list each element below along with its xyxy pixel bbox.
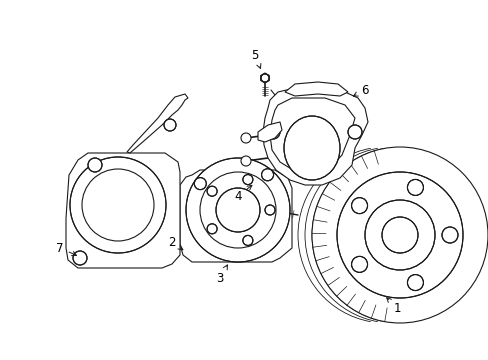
Circle shape xyxy=(241,156,250,166)
Text: 4: 4 xyxy=(234,185,251,202)
Polygon shape xyxy=(127,94,187,153)
Circle shape xyxy=(207,186,217,196)
Circle shape xyxy=(264,205,274,215)
Ellipse shape xyxy=(70,157,165,253)
Ellipse shape xyxy=(284,116,339,180)
Ellipse shape xyxy=(311,147,487,323)
Circle shape xyxy=(351,198,367,213)
Ellipse shape xyxy=(381,217,417,253)
Circle shape xyxy=(207,224,217,234)
Ellipse shape xyxy=(216,188,260,232)
Circle shape xyxy=(241,133,250,143)
Circle shape xyxy=(163,119,176,131)
Circle shape xyxy=(347,125,361,139)
Circle shape xyxy=(243,235,252,246)
Polygon shape xyxy=(285,82,347,96)
Polygon shape xyxy=(269,98,354,174)
Polygon shape xyxy=(263,88,367,185)
Circle shape xyxy=(407,179,423,195)
Text: 3: 3 xyxy=(216,265,227,284)
Text: 6: 6 xyxy=(353,84,368,96)
Circle shape xyxy=(73,251,87,265)
Polygon shape xyxy=(260,73,269,83)
Circle shape xyxy=(261,74,268,82)
Circle shape xyxy=(407,275,423,291)
Circle shape xyxy=(265,125,280,139)
Text: 7: 7 xyxy=(56,242,76,256)
Text: 1: 1 xyxy=(386,298,400,315)
Text: 5: 5 xyxy=(251,49,261,68)
Circle shape xyxy=(243,175,252,185)
Polygon shape xyxy=(66,153,180,268)
Ellipse shape xyxy=(364,200,434,270)
Circle shape xyxy=(194,177,206,190)
Circle shape xyxy=(88,158,102,172)
Polygon shape xyxy=(258,122,282,142)
Polygon shape xyxy=(180,170,291,262)
Ellipse shape xyxy=(185,158,289,262)
Text: 2: 2 xyxy=(168,235,183,250)
Circle shape xyxy=(261,169,273,181)
Circle shape xyxy=(441,227,457,243)
Circle shape xyxy=(351,256,367,273)
Ellipse shape xyxy=(336,172,462,298)
